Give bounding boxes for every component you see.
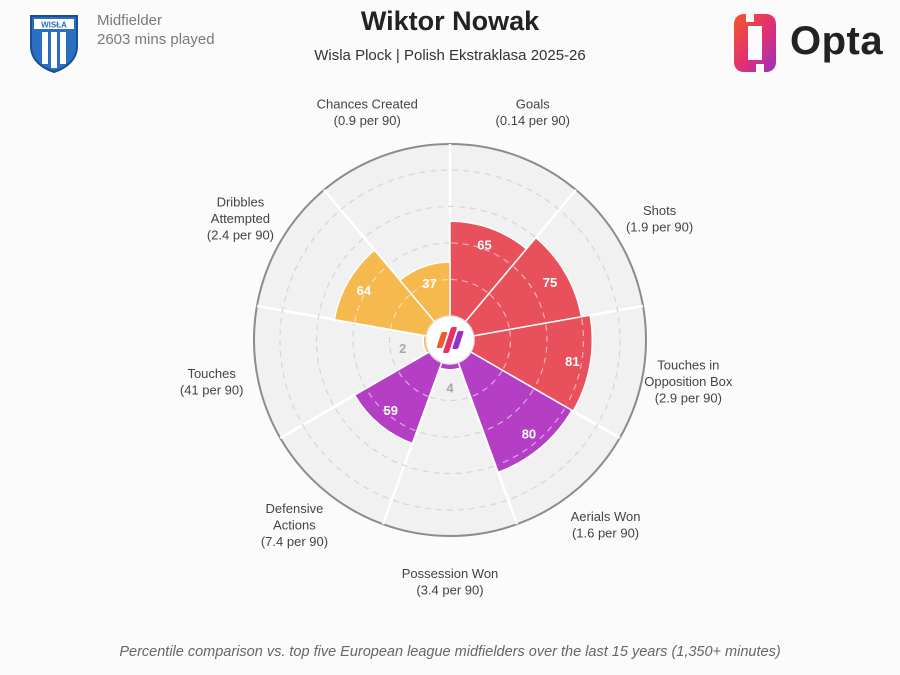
- bar-gridline: [397, 370, 429, 398]
- bar-gridline: [366, 389, 416, 432]
- value-label: 65: [477, 238, 491, 253]
- bar-gridline: [411, 278, 449, 294]
- category-label: Goals (0.14 per 90): [496, 96, 570, 128]
- bar-gridline: [489, 293, 510, 329]
- value-label: 4: [446, 381, 454, 396]
- category-label: Chances Created (0.9 per 90): [317, 96, 418, 128]
- badge-text: WISŁA: [41, 21, 67, 30]
- bar-gridline: [390, 293, 411, 329]
- value-label: 81: [565, 354, 579, 369]
- bar-gridline: [451, 278, 489, 294]
- category-label: Shots (1.9 per 90): [626, 203, 693, 235]
- bar-gridline: [566, 319, 585, 406]
- category-label: Touches in Opposition Box (2.9 per 90): [644, 358, 733, 406]
- gridline-ring: [279, 169, 621, 511]
- opta-logo-icon: [734, 12, 776, 74]
- value-label: 37: [422, 276, 436, 291]
- wisla-plock-badge-icon: WISŁA: [30, 15, 78, 74]
- value-label: 2: [399, 341, 406, 356]
- bar-gridline: [534, 324, 548, 388]
- footnote: Percentile comparison vs. top five Europ…: [119, 644, 781, 660]
- bar-gridline: [502, 330, 512, 370]
- bar-gridline: [484, 389, 534, 432]
- bar-gridline: [471, 370, 503, 398]
- category-label: Touches (41 per 90): [180, 366, 244, 398]
- bar-gridline: [354, 266, 387, 322]
- bar-gridline: [451, 242, 512, 266]
- chart-subtitle: Wisla Plock | Polish Ekstraklasa 2025-26: [314, 47, 586, 64]
- value-label: 59: [384, 403, 398, 418]
- opta-brand-name: Opta: [790, 19, 884, 63]
- value-label: 64: [357, 283, 372, 298]
- category-label: Aerials Won (1.6 per 90): [571, 509, 641, 541]
- player-position: Midfielder: [97, 12, 163, 29]
- center-logo-icon: [436, 327, 464, 353]
- category-label: Defensive Actions (7.4 per 90): [261, 501, 328, 549]
- bar-gridline: [497, 408, 565, 466]
- player-minutes: 2603 mins played: [97, 31, 215, 48]
- category-label: Dribbles Attempted (2.4 per 90): [207, 195, 274, 243]
- value-label: 80: [522, 427, 536, 442]
- bar-gridline: [513, 266, 546, 322]
- category-label: Possession Won (3.4 per 90): [402, 566, 499, 598]
- value-label: 75: [543, 275, 557, 290]
- chart-title: Wiktor Nowak: [360, 6, 540, 36]
- player-meta: Midfielder 2603 mins played: [97, 11, 215, 49]
